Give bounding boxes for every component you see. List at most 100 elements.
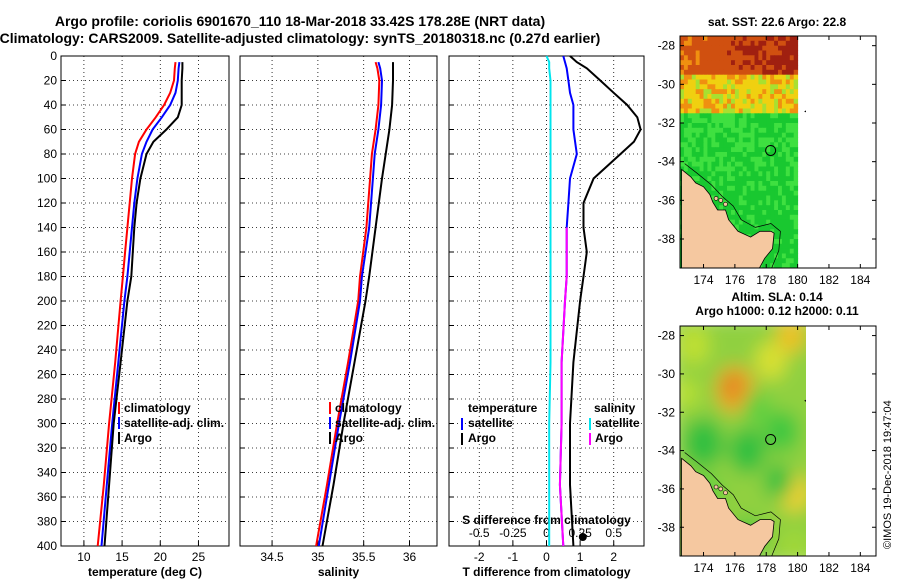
sst-pixel xyxy=(793,248,799,254)
sst-pixel xyxy=(754,205,759,211)
sst-pixel xyxy=(754,45,759,51)
sst-pixel xyxy=(687,118,693,124)
profile-marker-dot xyxy=(578,533,587,541)
map-frame xyxy=(679,35,877,269)
sst-pixel xyxy=(785,79,791,85)
sst-pixel xyxy=(750,152,755,158)
sst-pixel xyxy=(770,60,775,66)
sst-pixel xyxy=(738,219,744,225)
y-tick-label: 120 xyxy=(37,196,57,210)
sst-pixel xyxy=(789,234,795,240)
sst-pixel xyxy=(738,181,744,187)
sst-pixel xyxy=(746,147,751,153)
sst-pixel xyxy=(754,229,759,235)
sst-pixel xyxy=(774,118,779,124)
sst-pixel xyxy=(742,127,748,134)
sst-pixel xyxy=(774,50,779,56)
sst-pixel xyxy=(778,161,783,167)
sst-pixel xyxy=(789,258,795,264)
sst-pixel xyxy=(754,69,759,76)
sst-pixel xyxy=(789,65,795,71)
sst-pixel xyxy=(680,84,685,90)
legend-label-argo: Argo xyxy=(335,431,363,445)
legend-label-s-satellite: satellite xyxy=(595,416,640,430)
sst-pixel xyxy=(691,166,697,172)
sst-pixel xyxy=(731,137,736,143)
map-x-tick-label: 176 xyxy=(725,561,745,575)
sst-pixel xyxy=(793,50,799,56)
map-y-tick-label: -38 xyxy=(658,232,676,246)
sst-pixel xyxy=(683,94,689,100)
sst-pixel xyxy=(785,55,791,61)
salinity-panel: 34.5 35 35.5 36 salinity climatologysatellite… xyxy=(239,55,438,579)
sst-pixel xyxy=(738,103,744,109)
sst-pixel xyxy=(746,40,751,47)
sst-pixel xyxy=(711,40,716,47)
sst-pixel xyxy=(683,45,689,51)
sst-pixel xyxy=(766,123,771,129)
sst-pixel xyxy=(734,185,740,192)
sst-pixel xyxy=(719,176,724,182)
sst-pixel xyxy=(711,137,716,143)
x-tick-label: 34.5 xyxy=(260,550,284,564)
sst-pixel xyxy=(715,156,720,163)
sst-pixel xyxy=(758,50,763,56)
sst-pixel xyxy=(723,40,728,47)
sst-pixel xyxy=(781,234,787,240)
legend-label-climatology: climatology xyxy=(335,401,402,415)
sst-pixel xyxy=(789,263,795,268)
sst-pixel xyxy=(723,171,728,177)
sst-pixel xyxy=(754,98,759,105)
sst-pixel xyxy=(762,89,767,95)
sst-pixel xyxy=(758,147,763,153)
sst-pixel xyxy=(687,94,693,100)
sst-pixel xyxy=(695,45,701,51)
north-island-land xyxy=(681,168,775,268)
sst-pixel xyxy=(738,36,744,42)
sst-pixel xyxy=(707,50,712,56)
sst-pixel xyxy=(734,132,740,138)
sst-pixel xyxy=(734,214,740,221)
sst-pixel xyxy=(793,147,799,153)
sst-pixel xyxy=(778,166,783,172)
sst-pixel xyxy=(687,84,693,90)
sst-pixel xyxy=(774,205,779,211)
sst-pixel xyxy=(738,113,744,119)
sst-pixel xyxy=(731,127,736,134)
sst-pixel xyxy=(727,40,732,47)
sst-pixel xyxy=(683,40,689,47)
map-x-tick-label: 176 xyxy=(725,273,745,287)
sst-pixel xyxy=(778,214,783,221)
sst-pixel xyxy=(727,137,732,143)
sst-pixel xyxy=(687,36,693,42)
sst-pixel xyxy=(793,69,799,76)
sst-pixel xyxy=(731,171,736,177)
sst-pixel xyxy=(691,45,697,51)
sst-pixel xyxy=(723,190,728,196)
sst-pixel xyxy=(691,84,697,90)
sst-pixel xyxy=(699,166,704,172)
sst-pixel xyxy=(711,118,716,124)
sst-pixel xyxy=(687,161,693,167)
sst-pixel xyxy=(719,181,724,187)
map-y-tick-label: -36 xyxy=(658,482,676,496)
sst-pixel xyxy=(723,50,728,56)
sst-no-data-area xyxy=(806,36,876,268)
sst-pixel xyxy=(687,45,693,51)
sst-pixel xyxy=(789,161,795,167)
sst-pixel xyxy=(793,229,799,235)
sst-pixel xyxy=(770,69,775,76)
line-salinity-satellite xyxy=(545,55,552,546)
sst-pixel xyxy=(770,161,775,167)
sst-pixel xyxy=(731,152,736,158)
sst-pixel xyxy=(781,50,787,56)
sst-pixel xyxy=(683,98,689,105)
sst-pixel xyxy=(738,147,744,153)
sst-pixel xyxy=(727,161,732,167)
sst-pixel xyxy=(793,200,799,206)
sst-pixel xyxy=(774,229,779,235)
y-tick-label: 100 xyxy=(37,172,57,186)
sst-pixel xyxy=(703,69,708,76)
sst-pixel xyxy=(715,127,720,134)
sst-pixel xyxy=(789,94,795,100)
